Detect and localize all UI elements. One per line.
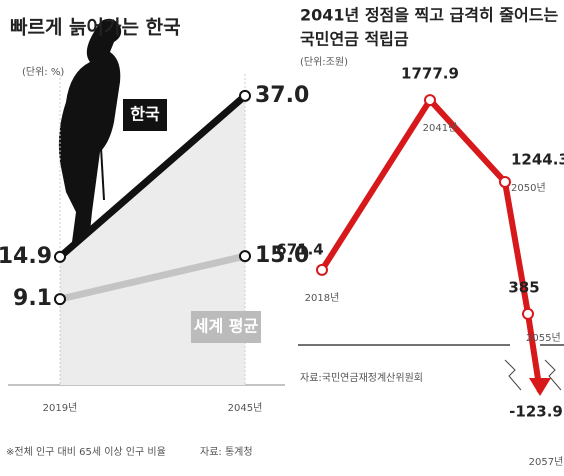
legend-label: 한국 (130, 105, 160, 124)
chart-title: 2041년 정점을 찍고 급격히 줄어드는 (300, 6, 558, 25)
unit: (단위: %) (22, 65, 64, 78)
value-label: 1244.3 (511, 150, 564, 168)
point (239, 89, 251, 102)
legend-box (191, 311, 261, 343)
source: 자료:국민연금재정계산위원회 (300, 371, 423, 384)
source: 자료: 통계청 (200, 446, 253, 458)
point (239, 250, 251, 263)
x-tick-label: 2019년 (43, 402, 78, 414)
point (54, 250, 66, 263)
x-tick-label: 2018년 (305, 292, 340, 304)
series-line (57, 93, 248, 260)
break-zigzag (544, 359, 562, 391)
x-tick-label: 2057년 (529, 456, 564, 468)
series-line (319, 97, 543, 393)
silhouette (58, 18, 122, 272)
series-line (59, 252, 246, 303)
point (522, 307, 534, 320)
value-label: 1777.9 (401, 65, 459, 83)
value-label: 14.9 (0, 244, 52, 269)
value-label: 37.0 (255, 83, 309, 108)
x-tick-label: 2045년 (228, 402, 263, 414)
value-label: 671.4 (276, 240, 323, 258)
chart-title: 국민연금 적립금 (300, 30, 409, 49)
legend-label: 세계 평균 (194, 317, 259, 336)
x-tick-label: 2041년 (423, 122, 458, 134)
break-zigzag (504, 359, 522, 391)
point (424, 94, 436, 107)
legend-box (123, 99, 167, 131)
chart-title: 빠르게 늙어가는 한국 (10, 17, 181, 39)
unit: (단위:조원) (300, 55, 348, 68)
cane (99, 129, 105, 201)
value-label: -123.9 (509, 402, 563, 420)
x-tick-label: 2055년 (526, 332, 561, 344)
value-label: 385 (508, 278, 539, 296)
note: ※전체 인구 대비 65세 이상 인구 비율 (6, 446, 166, 458)
arrow-head (529, 377, 551, 396)
x-tick-label: 2050년 (511, 182, 546, 194)
value-label: 15.0 (255, 243, 309, 268)
point (54, 293, 66, 306)
value-label: 9.1 (13, 286, 52, 311)
point (499, 175, 511, 188)
point (316, 263, 328, 276)
